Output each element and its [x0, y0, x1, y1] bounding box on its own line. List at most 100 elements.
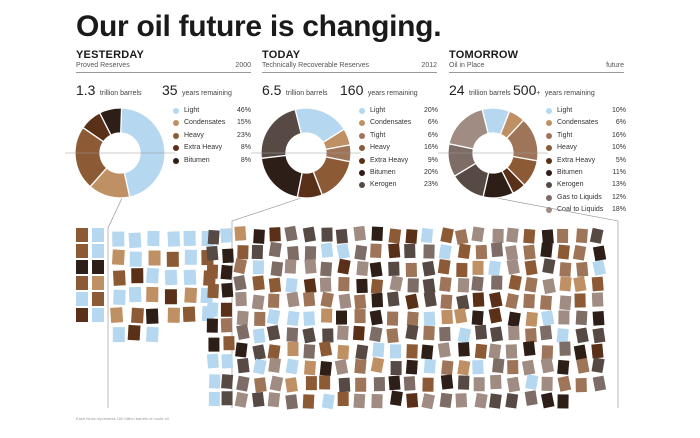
barrel-block [335, 310, 348, 325]
barrel-block [252, 328, 266, 344]
barrel-block [220, 302, 232, 317]
barrel-block [521, 359, 536, 376]
barrel-block [369, 326, 383, 343]
legend-value: 8% [240, 156, 251, 164]
barrel-block [235, 342, 248, 358]
barrel-block [572, 244, 587, 261]
barrel-block [506, 227, 519, 243]
barrel-block [208, 337, 220, 352]
legend-label: Extra Heavy [557, 156, 596, 164]
barrel-block [457, 375, 470, 390]
donut-slice [260, 154, 303, 198]
barrel-block [388, 243, 401, 259]
barrel-block [234, 391, 249, 408]
barrel-block [268, 241, 282, 258]
donut-slice [448, 108, 489, 150]
barrel-block [540, 392, 555, 409]
legend-label: Light [370, 107, 386, 114]
panel-tomorrow: TOMORROW Oil in Place future 24 trillion… [449, 49, 624, 98]
legend-swatch [546, 120, 552, 127]
barrel-block [525, 328, 537, 343]
legend-value: 6% [427, 131, 438, 139]
barrel-block [251, 244, 264, 260]
barrel-block [508, 325, 520, 341]
connector-line [485, 195, 619, 408]
barrel-block [557, 244, 570, 260]
barrel-block [237, 245, 249, 260]
barrel-block [505, 293, 519, 309]
panel-subtitle: Oil in Place future [449, 62, 624, 73]
barrel-block [92, 260, 104, 274]
legend-swatch [359, 182, 365, 189]
years-value: 500 [513, 82, 537, 98]
stats-row: 1.3 trillion barrels 35 years remaining [76, 82, 251, 98]
barrel-block [320, 261, 333, 277]
barrel-block [492, 358, 505, 374]
barrel-block [303, 278, 317, 294]
legend-label: Light [184, 107, 200, 114]
barrel-block [92, 276, 104, 290]
legend-label: Heavy [184, 131, 204, 139]
years-unit: years remaining [182, 90, 232, 97]
barrel-block [389, 390, 403, 406]
barrel-block [338, 277, 350, 292]
panel-heading: TOMORROW [449, 49, 519, 61]
barrel-block [456, 294, 470, 311]
barrel-block [373, 377, 386, 392]
legend-label: Coal to Liquids [557, 206, 604, 214]
panel-yesterday: YESTERDAY Proved Reserves 2000 1.3 trill… [76, 49, 251, 98]
donut-yesterday [65, 107, 175, 199]
legend-value: 23% [236, 131, 251, 139]
barrel-block [407, 278, 419, 293]
barrel-block [591, 292, 604, 307]
barrel-block [221, 391, 233, 406]
barrel-block [354, 294, 367, 310]
legend-label: Bitumen [557, 168, 583, 176]
barrel-block [131, 307, 144, 324]
barrel-block [525, 311, 538, 327]
barrel-block [166, 251, 179, 267]
barrel-block [420, 227, 434, 244]
barrel-block [422, 260, 436, 277]
barrel-block [523, 293, 535, 309]
legend-item: Condensates 6% [359, 119, 438, 131]
barrel-block [490, 242, 504, 258]
barrel-block [542, 278, 556, 295]
barrel-block [540, 295, 553, 311]
barrel-block [354, 358, 367, 374]
legend-label: Light [557, 107, 573, 114]
barrel-block [559, 295, 572, 311]
barrel-block [269, 375, 284, 392]
years-value: 160 [340, 82, 364, 98]
reserves-unit: trillion barrels [99, 90, 142, 97]
legend-item: Kerogen 13% [546, 181, 626, 193]
barrel-block [284, 259, 297, 274]
barrel-block [505, 245, 519, 261]
barrel-block [167, 307, 181, 323]
barrel-block [237, 358, 250, 374]
barrel-block [370, 357, 385, 373]
barrel-block [592, 245, 607, 262]
barrel-block [285, 277, 298, 293]
barrel-block [76, 292, 88, 306]
barrel-block [322, 328, 334, 343]
legend-item: Light 10% [546, 107, 626, 119]
barrel-block [541, 310, 555, 326]
barrel-block [438, 244, 452, 260]
donut-today [251, 107, 361, 199]
barrel-block [423, 325, 435, 341]
legend-item: Extra Heavy 9% [359, 157, 438, 169]
reserves-unit: trillion barrels [469, 90, 511, 97]
barrel-block [254, 311, 266, 326]
barrel-block [422, 377, 434, 392]
legend-item: Condensates 15% [173, 119, 251, 131]
reserves-value: 24 [449, 82, 465, 98]
barrel-block [559, 276, 572, 292]
barrel-block [541, 229, 554, 245]
stats-row: 24 trillion barrels 500+ years remaining [449, 82, 624, 98]
barrel-block [454, 308, 468, 324]
legend-value: 9% [427, 156, 438, 164]
barrel-block [454, 229, 469, 245]
barrel-block [541, 376, 553, 391]
barrel-block [356, 260, 369, 276]
